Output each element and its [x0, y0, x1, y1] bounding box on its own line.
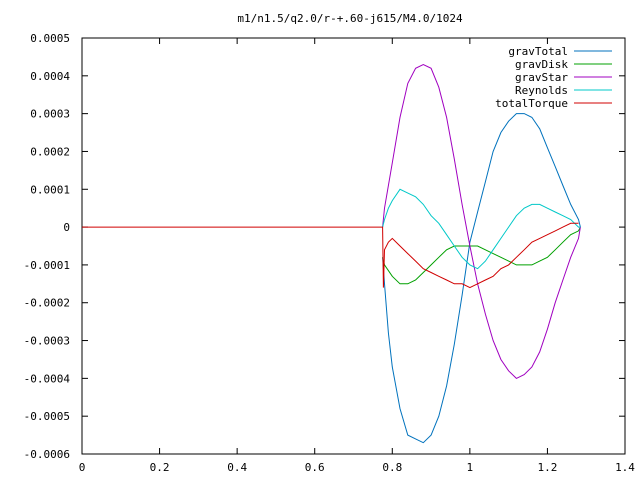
- plot-area: [81, 37, 626, 455]
- x-tick-label: 0: [79, 461, 86, 474]
- y-tick-label: 0.0004: [30, 70, 70, 83]
- y-tick-label: -0.0004: [24, 372, 71, 385]
- y-tick-label: -0.0005: [24, 410, 70, 423]
- legend-label-gravdisk: gravDisk: [515, 58, 568, 71]
- y-tick-label: 0.0005: [30, 32, 70, 45]
- y-tick-label: 0.0002: [30, 145, 70, 158]
- x-tick-label: 0.8: [382, 461, 402, 474]
- legend: gravTotalgravDiskgravStarReynoldstotalTo…: [495, 45, 612, 110]
- series-line-gravstar: [382, 63, 581, 380]
- x-tick-label: 0.6: [305, 461, 325, 474]
- x-tick-label: 1.2: [537, 461, 557, 474]
- x-tick-label: 0.2: [150, 461, 170, 474]
- x-tick-label: 1: [467, 461, 474, 474]
- x-tick-label: 0.4: [227, 461, 247, 474]
- y-tick-label: -0.0006: [24, 448, 70, 461]
- legend-label-gravtotal: gravTotal: [508, 45, 568, 58]
- y-tick-label: -0.0002: [24, 297, 70, 310]
- legend-label-reynolds: Reynolds: [515, 84, 568, 97]
- plot-frame: [81, 37, 626, 455]
- series-line-totaltorque: [82, 222, 579, 289]
- series-line-reynolds: [382, 188, 581, 270]
- series-line-gravdisk: [382, 226, 581, 285]
- y-tick-label: -0.0001: [24, 259, 70, 272]
- series-lines: [82, 63, 581, 444]
- x-axis: 0 0.2 0.4 0.6 0.8 1 1.2 1.4: [79, 38, 635, 474]
- series-line-gravtotal: [382, 113, 581, 444]
- x-tick-label: 1.4: [615, 461, 635, 474]
- y-axis: 0.0005 0.0004 0.0003 0.0002 0.0001 0 -0.0001 -0…: [24, 32, 625, 461]
- y-tick-label: 0: [63, 221, 70, 234]
- legend-label-gravstar: gravStar: [515, 71, 568, 84]
- legend-label-totaltorque: totalTorque: [495, 97, 568, 110]
- y-tick-label: 0.0001: [30, 183, 70, 196]
- y-tick-label: 0.0003: [30, 108, 70, 121]
- chart-title: m1/n1.5/q2.0/r-+.60-j615/M4.0/1024: [237, 12, 463, 25]
- y-tick-label: -0.0003: [24, 335, 70, 348]
